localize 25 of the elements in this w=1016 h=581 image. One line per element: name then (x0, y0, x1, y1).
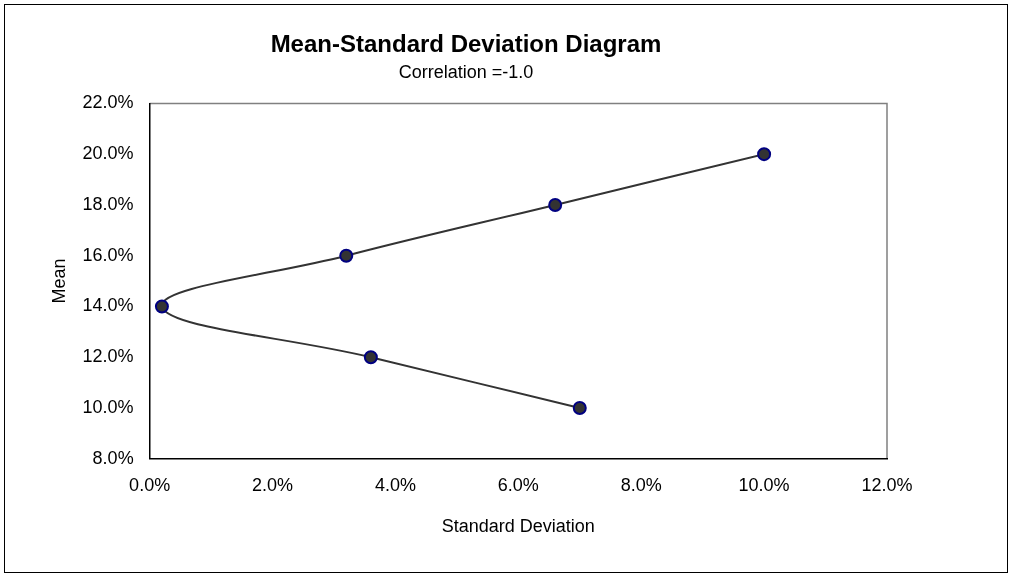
point (757, 147, 772, 162)
x-tick-label: 4.0% (374, 474, 416, 495)
point (548, 197, 563, 212)
x-axis-title: Standard Deviation (441, 516, 595, 537)
y-tick-label: 22.0% (82, 92, 134, 113)
x-tick-label: 6.0% (497, 474, 539, 495)
y-axis-title: Mean (48, 258, 69, 304)
chart-title: Mean-Standard Deviation Diagram (270, 30, 662, 58)
y-tick-label: 18.0% (82, 193, 134, 214)
y-tick-label: 10.0% (82, 397, 134, 417)
y-tick-label: 14.0% (82, 295, 134, 316)
y-tick-label: 16.0% (82, 244, 134, 265)
point (363, 350, 378, 365)
x-tick-label: 12.0% (861, 474, 913, 495)
y-tick-label: 8.0% (92, 447, 134, 468)
point (572, 401, 587, 416)
y-tick-label: 20.0% (82, 143, 134, 164)
point (154, 299, 169, 314)
chart-subtitle: Correlation =-1.0 (398, 61, 534, 82)
x-tick-label: 0.0% (129, 474, 171, 495)
x-tick-label: 2.0% (252, 474, 294, 495)
point (339, 248, 354, 263)
y-tick-label: 12.0% (82, 346, 134, 367)
x-tick-label: 8.0% (620, 474, 662, 495)
x-tick-label: 10.0% (738, 474, 790, 495)
